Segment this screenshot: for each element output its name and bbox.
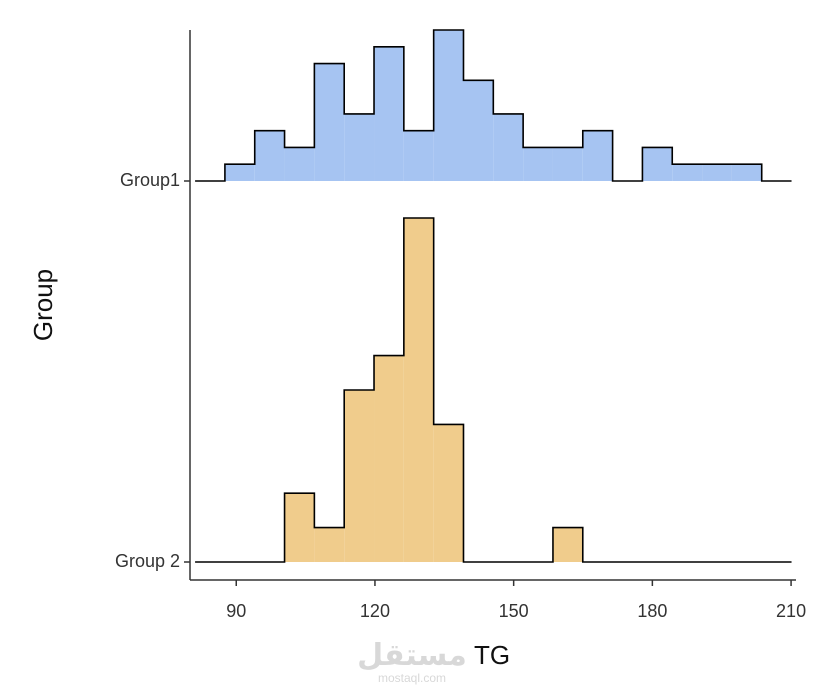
y-tick-label: Group1	[120, 170, 180, 190]
histogram-bar	[731, 164, 762, 181]
histogram-bar	[344, 113, 375, 181]
histogram-bar	[314, 527, 345, 562]
histogram-bar	[403, 130, 434, 181]
ridge-outline	[195, 29, 792, 182]
histogram-bar	[463, 80, 494, 181]
histogram-bar	[344, 390, 375, 562]
x-tick-label: 210	[776, 601, 806, 621]
histogram-bar	[702, 164, 732, 181]
histogram-bar	[523, 147, 553, 181]
histogram-bar	[254, 130, 285, 181]
y-tick-label: Group 2	[115, 551, 180, 571]
watermark: مستقل	[357, 639, 467, 672]
histogram-bar	[642, 147, 673, 181]
histogram-bar	[672, 164, 703, 181]
histogram-bar	[284, 147, 315, 181]
histogram-bar	[403, 218, 434, 562]
x-tick-label: 120	[360, 601, 390, 621]
histogram-bar	[284, 493, 315, 562]
histogram-bar	[552, 527, 583, 562]
histogram-bar	[433, 30, 464, 181]
x-tick-label: 90	[226, 601, 246, 621]
histogram-bar	[374, 46, 404, 182]
histogram-bar	[314, 63, 345, 181]
histogram-bar	[433, 424, 464, 562]
histogram-bar	[374, 355, 404, 562]
histogram-bar	[493, 113, 524, 181]
ridge-outline	[195, 217, 792, 563]
y-axis-title: Group	[28, 269, 58, 341]
histogram-bar	[224, 164, 255, 181]
histogram-bar	[552, 147, 583, 181]
histogram-bar	[582, 130, 613, 181]
x-axis-title: TG	[474, 640, 510, 670]
x-tick-label: 180	[637, 601, 667, 621]
x-tick-label: 150	[499, 601, 529, 621]
watermark-sub: mostaql.com	[378, 671, 446, 685]
